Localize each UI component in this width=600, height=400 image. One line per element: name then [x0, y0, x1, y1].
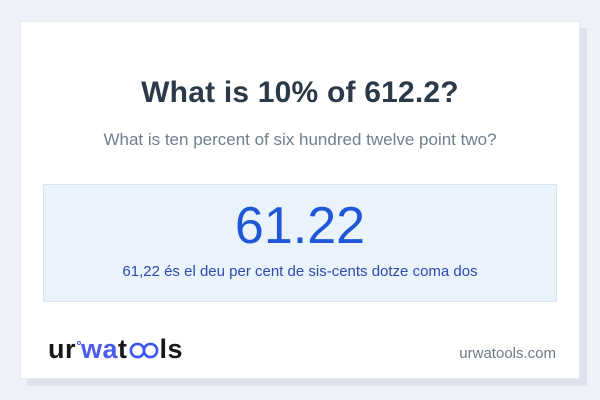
degree-ring-icon — [77, 341, 81, 345]
logo-text-t: t — [118, 334, 128, 364]
logo-text-wa: wa — [81, 334, 119, 364]
card-footer: ur wat ls urwatools.com — [21, 334, 579, 365]
result-box: 61.22 61,22 és el deu per cent de sis-ce… — [43, 184, 557, 302]
logo-text-ls: ls — [159, 334, 184, 364]
urwatools-logo[interactable]: ur wat ls — [48, 334, 183, 365]
result-value: 61.22 — [234, 197, 366, 256]
calculator-result-card: What is 10% of 612.2? What is ten percen… — [20, 21, 580, 379]
site-domain: urwatools.com — [459, 345, 556, 362]
logo-text-ur: ur — [48, 334, 76, 364]
result-sentence: 61,22 és el deu per cent de sis-cents do… — [122, 262, 478, 280]
question-subtitle: What is ten percent of six hundred twelv… — [103, 129, 497, 149]
question-title: What is 10% of 612.2? — [141, 76, 459, 109]
glasses-icon — [129, 342, 158, 359]
